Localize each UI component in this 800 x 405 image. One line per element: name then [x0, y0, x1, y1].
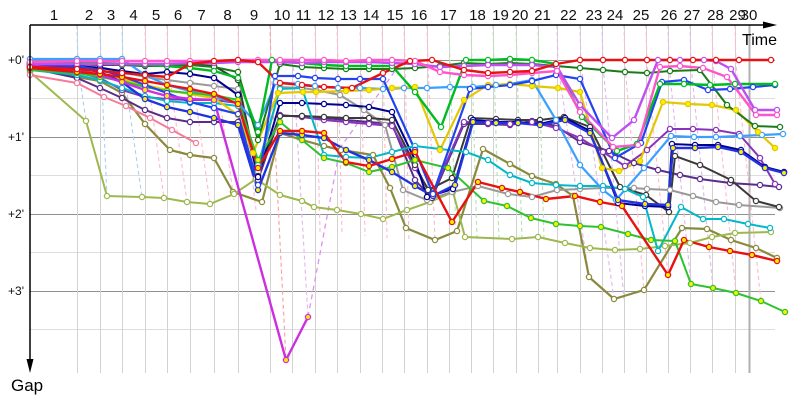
svg-text:+3': +3' — [8, 284, 24, 298]
svg-text:1: 1 — [50, 7, 58, 24]
svg-text:+2': +2' — [8, 207, 24, 221]
svg-text:27: 27 — [684, 7, 701, 24]
svg-text:15: 15 — [387, 7, 404, 24]
svg-text:26: 26 — [661, 7, 678, 24]
svg-text:+1': +1' — [8, 130, 24, 144]
svg-text:24: 24 — [607, 7, 624, 24]
svg-text:17: 17 — [440, 7, 457, 24]
svg-text:2: 2 — [85, 7, 93, 24]
svg-text:21: 21 — [534, 7, 551, 24]
svg-text:13: 13 — [340, 7, 357, 24]
svg-text:28: 28 — [707, 7, 724, 24]
svg-text:18: 18 — [469, 7, 486, 24]
svg-text:16: 16 — [411, 7, 428, 24]
svg-text:14: 14 — [363, 7, 380, 24]
svg-text:9: 9 — [250, 7, 258, 24]
svg-text:7: 7 — [197, 7, 205, 24]
svg-text:5: 5 — [152, 7, 160, 24]
svg-text:11: 11 — [296, 7, 312, 24]
svg-text:12: 12 — [318, 7, 335, 24]
svg-text:6: 6 — [174, 7, 182, 24]
svg-text:20: 20 — [512, 7, 529, 24]
svg-text:30: 30 — [741, 7, 758, 24]
svg-text:19: 19 — [492, 7, 509, 24]
svg-text:25: 25 — [633, 7, 650, 24]
svg-text:29: 29 — [729, 7, 746, 24]
svg-text:10: 10 — [274, 7, 291, 24]
svg-text:4: 4 — [129, 7, 137, 24]
svg-text:22: 22 — [560, 7, 577, 24]
svg-text:Time: Time — [742, 32, 777, 49]
svg-text:23: 23 — [586, 7, 603, 24]
svg-text:8: 8 — [223, 7, 231, 24]
svg-text:Gap: Gap — [11, 376, 43, 395]
svg-text:+0': +0' — [8, 53, 24, 67]
svg-text:3: 3 — [107, 7, 115, 24]
